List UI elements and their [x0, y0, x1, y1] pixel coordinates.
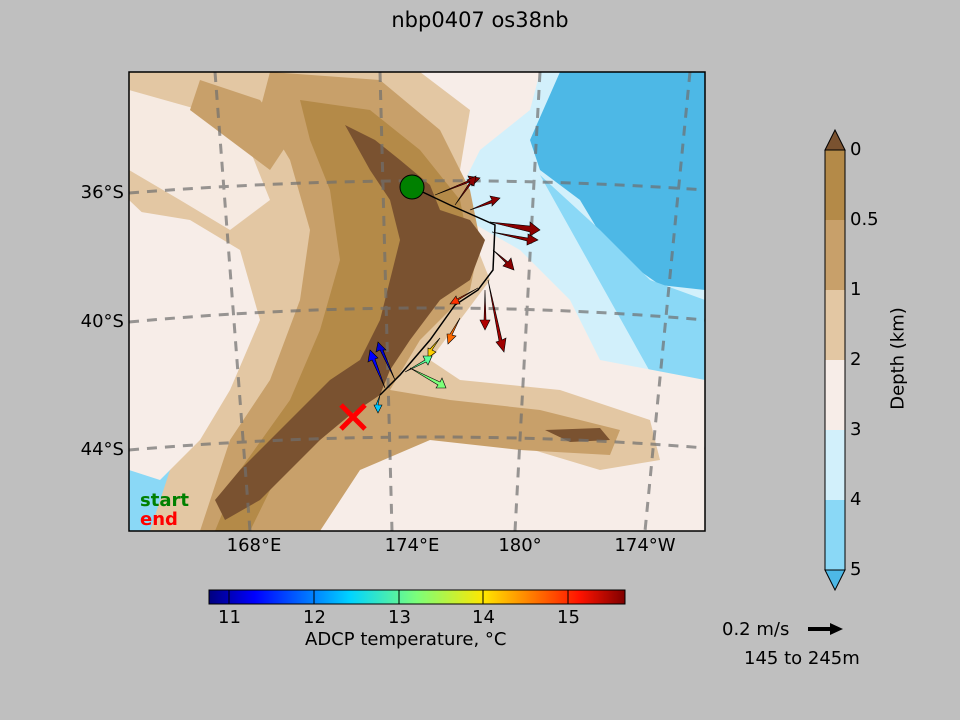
deep-basin-east — [530, 72, 705, 290]
adcp-vector — [491, 231, 539, 246]
adcp-vector — [479, 289, 491, 331]
depth-colorbar-label: Depth (km) — [887, 307, 909, 410]
depth-band — [825, 290, 845, 360]
adcp-vector — [404, 355, 433, 373]
lon-label: 174°E — [384, 535, 440, 556]
bathymetry-2-3km-northwest — [129, 90, 270, 230]
lat-label: 36°S — [80, 182, 124, 203]
adcp-vector — [449, 287, 479, 305]
vector-key-arrow — [808, 623, 843, 635]
lat-label: 44°S — [80, 439, 124, 460]
figure-title: nbp0407 os38nb — [391, 8, 569, 32]
depth-tick: 2 — [850, 349, 862, 370]
depth-band — [825, 220, 845, 290]
depth-colorbar-top-extend — [824, 128, 846, 151]
temperature-colorbar — [208, 589, 626, 605]
lon-label: 168°E — [226, 535, 282, 556]
depth-tick: 3 — [850, 419, 862, 440]
depth-band — [825, 430, 845, 500]
chatham-rise-shoal — [545, 428, 610, 442]
legend-start: start — [140, 490, 189, 511]
adcp-vector — [489, 221, 541, 237]
adcp-vector — [367, 349, 386, 389]
adcp-vector — [454, 175, 477, 206]
temp-tick: 12 — [303, 607, 326, 628]
depth-band — [825, 150, 845, 220]
adcp-vectors — [367, 175, 541, 414]
temp-tick: 15 — [557, 607, 580, 628]
temp-tick: 14 — [472, 607, 495, 628]
depth-band — [825, 360, 845, 430]
depth-band — [825, 500, 845, 570]
depth-tick: 0.5 — [850, 209, 879, 230]
new-zealand-landmass — [215, 125, 485, 520]
lon-label: 180° — [498, 535, 542, 556]
depth-tick: 1 — [850, 279, 862, 300]
adcp-vector — [469, 195, 501, 211]
temp-tick: 11 — [218, 607, 241, 628]
bathymetry-2-3km-west — [129, 210, 260, 480]
adcp-vector — [446, 317, 461, 345]
legend-end: end — [140, 509, 178, 530]
lon-label: 174°W — [614, 535, 676, 556]
start-marker — [399, 174, 425, 200]
vector-key-depth-range: 145 to 245m — [744, 648, 860, 669]
depth-colorbar-bottom-extend — [824, 569, 846, 592]
bathymetry-0.5-1km-north — [190, 80, 290, 170]
temp-tick: 13 — [388, 607, 411, 628]
bathymetry-map — [129, 72, 705, 531]
depth-colorbar — [824, 128, 846, 592]
adcp-vector — [492, 249, 515, 271]
adcp-vector — [375, 341, 396, 381]
vector-key-speed: 0.2 m/s — [722, 619, 790, 640]
adcp-vector — [487, 279, 507, 353]
ship-track — [379, 186, 496, 396]
depth-tick: 4 — [850, 489, 862, 510]
temp-colorbar-label: ADCP temperature, °C — [305, 629, 507, 650]
map-frame — [128, 71, 706, 532]
lat-label: 40°S — [80, 311, 124, 332]
depth-tick: 5 — [850, 559, 862, 580]
adcp-vector — [373, 394, 383, 414]
adcp-vector — [409, 367, 447, 389]
end-marker — [339, 403, 367, 431]
depth-tick: 0 — [850, 139, 862, 160]
